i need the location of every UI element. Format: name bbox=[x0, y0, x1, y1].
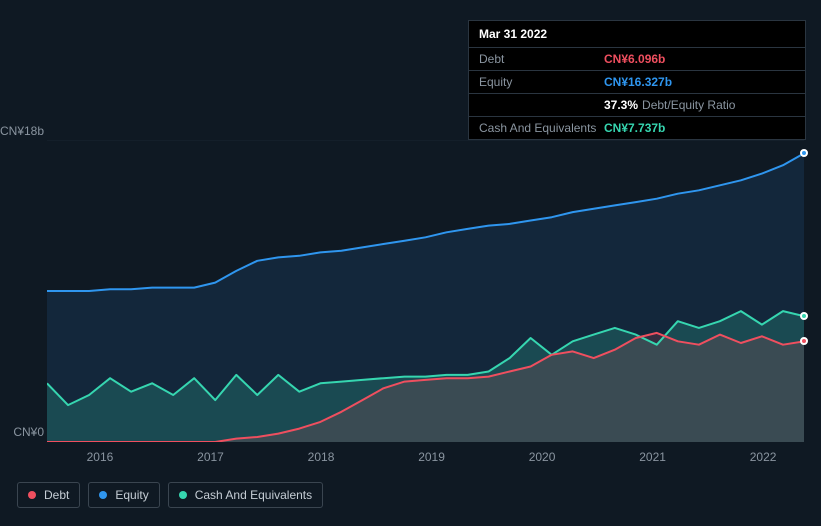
series-end-marker bbox=[800, 337, 808, 345]
series-end-marker bbox=[800, 312, 808, 320]
legend-item-label: Cash And Equivalents bbox=[195, 488, 312, 502]
xaxis-tick-label: 2022 bbox=[750, 450, 777, 464]
tooltip-row-value: CN¥16.327b bbox=[604, 75, 672, 89]
tooltip-row: Cash And EquivalentsCN¥7.737b bbox=[469, 116, 805, 139]
xaxis-tick-label: 2020 bbox=[529, 450, 556, 464]
xaxis-tick-label: 2016 bbox=[87, 450, 114, 464]
tooltip-panel: Mar 31 2022 DebtCN¥6.096bEquityCN¥16.327… bbox=[468, 20, 806, 140]
xaxis-tick-label: 2021 bbox=[639, 450, 666, 464]
tooltip-row-value: 37.3%Debt/Equity Ratio bbox=[604, 98, 735, 112]
legend: Debt Equity Cash And Equivalents bbox=[17, 482, 323, 508]
yaxis-max-label: CN¥18b bbox=[0, 124, 44, 138]
legend-item[interactable]: Debt bbox=[17, 482, 80, 508]
chart-plot-area[interactable] bbox=[47, 140, 804, 442]
tooltip-row: EquityCN¥16.327b bbox=[469, 70, 805, 93]
tooltip-row-value: CN¥6.096b bbox=[604, 52, 665, 66]
xaxis-tick-label: 2017 bbox=[197, 450, 224, 464]
xaxis-tick-label: 2018 bbox=[308, 450, 335, 464]
chart-svg bbox=[47, 140, 804, 442]
tooltip-row: 37.3%Debt/Equity Ratio bbox=[469, 93, 805, 116]
tooltip-row-label: Equity bbox=[479, 75, 604, 89]
legend-item-label: Debt bbox=[44, 488, 69, 502]
legend-dot-icon bbox=[99, 491, 107, 499]
tooltip-date: Mar 31 2022 bbox=[469, 21, 805, 47]
legend-dot-icon bbox=[28, 491, 36, 499]
tooltip-row: DebtCN¥6.096b bbox=[469, 47, 805, 70]
legend-dot-icon bbox=[179, 491, 187, 499]
series-end-marker bbox=[800, 149, 808, 157]
legend-item[interactable]: Cash And Equivalents bbox=[168, 482, 323, 508]
xaxis-tick-label: 2019 bbox=[418, 450, 445, 464]
tooltip-row-suffix: Debt/Equity Ratio bbox=[642, 98, 735, 112]
tooltip-row-label bbox=[479, 98, 604, 112]
legend-item-label: Equity bbox=[115, 488, 148, 502]
tooltip-row-label: Debt bbox=[479, 52, 604, 66]
legend-item[interactable]: Equity bbox=[88, 482, 159, 508]
tooltip-row-label: Cash And Equivalents bbox=[479, 121, 604, 135]
tooltip-row-value: CN¥7.737b bbox=[604, 121, 665, 135]
yaxis-min-label: CN¥0 bbox=[0, 425, 44, 439]
